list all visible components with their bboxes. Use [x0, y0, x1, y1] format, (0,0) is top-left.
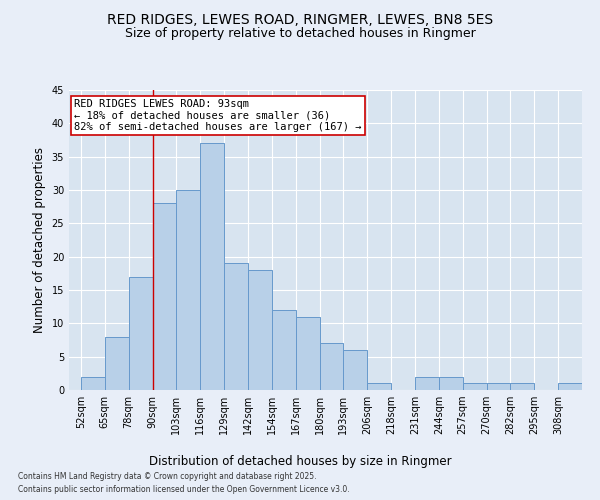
- Bar: [224, 264, 248, 390]
- Bar: [558, 384, 582, 390]
- Bar: [200, 144, 224, 390]
- Bar: [128, 276, 152, 390]
- Text: RED RIDGES LEWES ROAD: 93sqm
← 18% of detached houses are smaller (36)
82% of se: RED RIDGES LEWES ROAD: 93sqm ← 18% of de…: [74, 99, 362, 132]
- Y-axis label: Number of detached properties: Number of detached properties: [33, 147, 46, 333]
- Text: Contains HM Land Registry data © Crown copyright and database right 2025.: Contains HM Land Registry data © Crown c…: [18, 472, 317, 481]
- Bar: [176, 190, 200, 390]
- Bar: [511, 384, 534, 390]
- Text: Distribution of detached houses by size in Ringmer: Distribution of detached houses by size …: [149, 454, 451, 468]
- Bar: [248, 270, 272, 390]
- Bar: [343, 350, 367, 390]
- Text: RED RIDGES, LEWES ROAD, RINGMER, LEWES, BN8 5ES: RED RIDGES, LEWES ROAD, RINGMER, LEWES, …: [107, 12, 493, 26]
- Bar: [296, 316, 320, 390]
- Bar: [81, 376, 105, 390]
- Bar: [439, 376, 463, 390]
- Text: Size of property relative to detached houses in Ringmer: Size of property relative to detached ho…: [125, 28, 475, 40]
- Bar: [152, 204, 176, 390]
- Bar: [415, 376, 439, 390]
- Bar: [272, 310, 296, 390]
- Bar: [487, 384, 511, 390]
- Bar: [463, 384, 487, 390]
- Text: Contains public sector information licensed under the Open Government Licence v3: Contains public sector information licen…: [18, 485, 350, 494]
- Bar: [105, 336, 128, 390]
- Bar: [320, 344, 343, 390]
- Bar: [367, 384, 391, 390]
